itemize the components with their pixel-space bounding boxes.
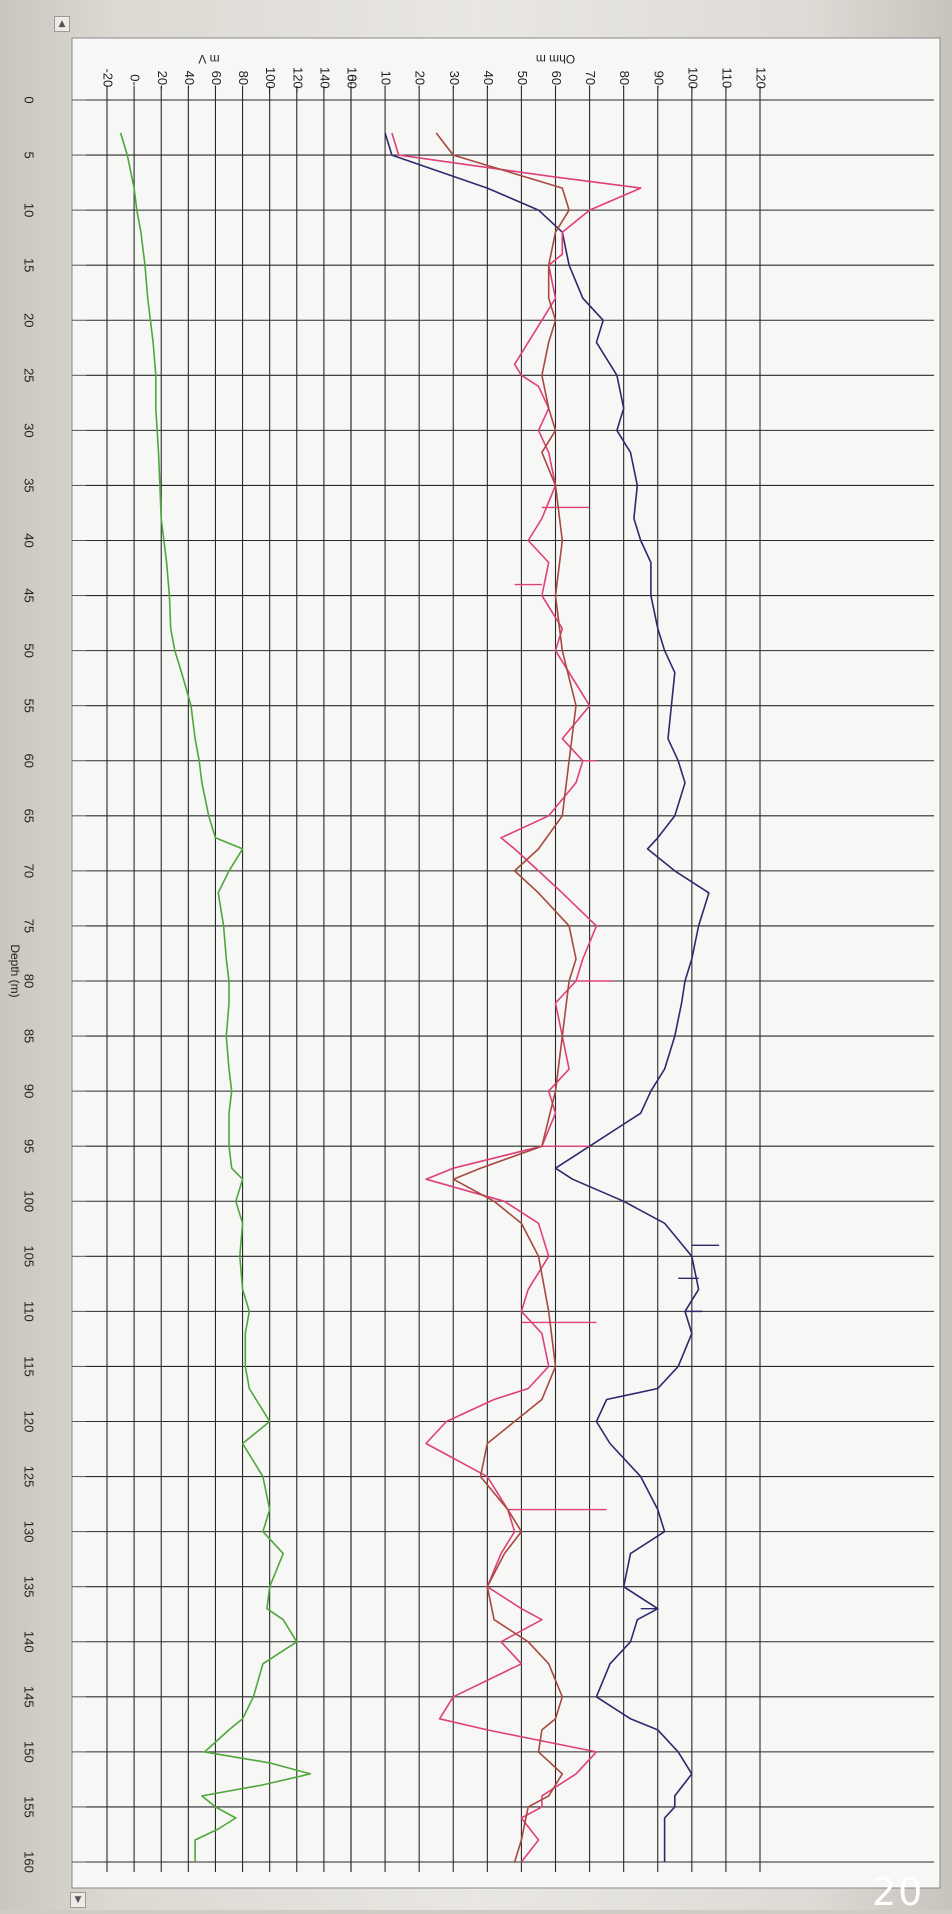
value-tick-label: 70- [583, 71, 598, 90]
depth-axis-label: Depth (m) [8, 944, 22, 997]
depth-tick-label: 20 [22, 313, 37, 327]
depth-tick-label: 55 [22, 698, 37, 712]
depth-tick-label: 155 [22, 1796, 37, 1818]
value-tick-label: 40- [481, 71, 496, 90]
depth-tick-label: 135 [22, 1576, 37, 1598]
value-tick-label: 60- [549, 71, 564, 90]
depth-tick-label: 60 [22, 754, 37, 768]
value-tick-label: 100- [263, 67, 278, 93]
value-tick-label: 120- [290, 67, 305, 93]
value-tick-label: 40- [182, 71, 197, 90]
value-tick-label: -20- [101, 68, 116, 91]
depth-tick-label: 120 [22, 1411, 37, 1433]
series-line-sp-panel-0 [119, 132, 312, 1862]
depth-tick-label: 140 [22, 1631, 37, 1653]
depth-tick-label: 10 [22, 203, 37, 217]
depth-tick-label: 130 [22, 1521, 37, 1543]
value-tick-label: 100- [685, 67, 700, 93]
depth-tick-label: 85 [22, 1029, 37, 1043]
depth-tick-label: 25 [22, 368, 37, 382]
value-tick-label: 80- [236, 71, 251, 90]
unit-label: Ohm m [536, 52, 575, 66]
depth-tick-label: 40 [22, 533, 37, 547]
value-tick-label: 0- [345, 74, 360, 86]
depth-tick-label: 75 [22, 919, 37, 933]
depth-tick-label: 100 [22, 1190, 37, 1212]
value-tick-label: 120- [754, 67, 769, 93]
depth-tick-label: 150 [22, 1741, 37, 1763]
series-line-resistivity-panel-2 [435, 132, 577, 1863]
depth-tick-label: 70 [22, 864, 37, 878]
scroll-down-button[interactable]: ▼ [70, 1892, 86, 1908]
depth-tick-label: 30 [22, 423, 37, 437]
value-tick-label: 110- [719, 67, 734, 92]
depth-tick-label: 50 [22, 643, 37, 657]
depth-tick-label: 0 [22, 96, 37, 103]
depth-tick-label: 90 [22, 1084, 37, 1098]
depth-tick-label: 35 [22, 478, 37, 492]
value-tick-label: 10- [379, 71, 394, 90]
value-tick-label: 30- [447, 71, 462, 90]
corner-label: 20 [872, 1870, 925, 1914]
value-tick-label: 0- [128, 74, 143, 86]
value-tick-label: 20- [413, 71, 428, 90]
value-tick-label: 60- [209, 71, 224, 90]
depth-tick-label: 145 [22, 1686, 37, 1708]
depth-tick-label: 45 [22, 588, 37, 602]
depth-tick-label: 65 [22, 809, 37, 823]
value-tick-label: 90- [651, 71, 666, 90]
depth-tick-label: 5 [22, 151, 37, 158]
depth-tick-label: 160 [22, 1851, 37, 1873]
value-tick-label: 80- [617, 71, 632, 90]
depth-tick-label: 95 [22, 1139, 37, 1153]
depth-tick-label: 105 [22, 1245, 37, 1267]
value-tick-label: 140- [317, 67, 332, 93]
series-line-resistivity-panel-1 [391, 132, 642, 1863]
value-tick-label: 50- [515, 71, 530, 90]
plot-area [71, 37, 941, 1889]
depth-tick-label: 80 [22, 974, 37, 988]
scroll-up-button[interactable]: ▲ [54, 16, 70, 32]
depth-tick-label: 115 [22, 1356, 37, 1377]
depth-tick-label: 110 [22, 1301, 37, 1322]
depth-tick-label: 15 [22, 258, 37, 272]
series-line-resistivity-panel-0 [384, 132, 710, 1862]
unit-label: m V [198, 52, 219, 66]
value-tick-label: 160- [345, 67, 360, 93]
value-tick-label: 20- [155, 71, 170, 90]
depth-tick-label: 125 [22, 1466, 37, 1488]
